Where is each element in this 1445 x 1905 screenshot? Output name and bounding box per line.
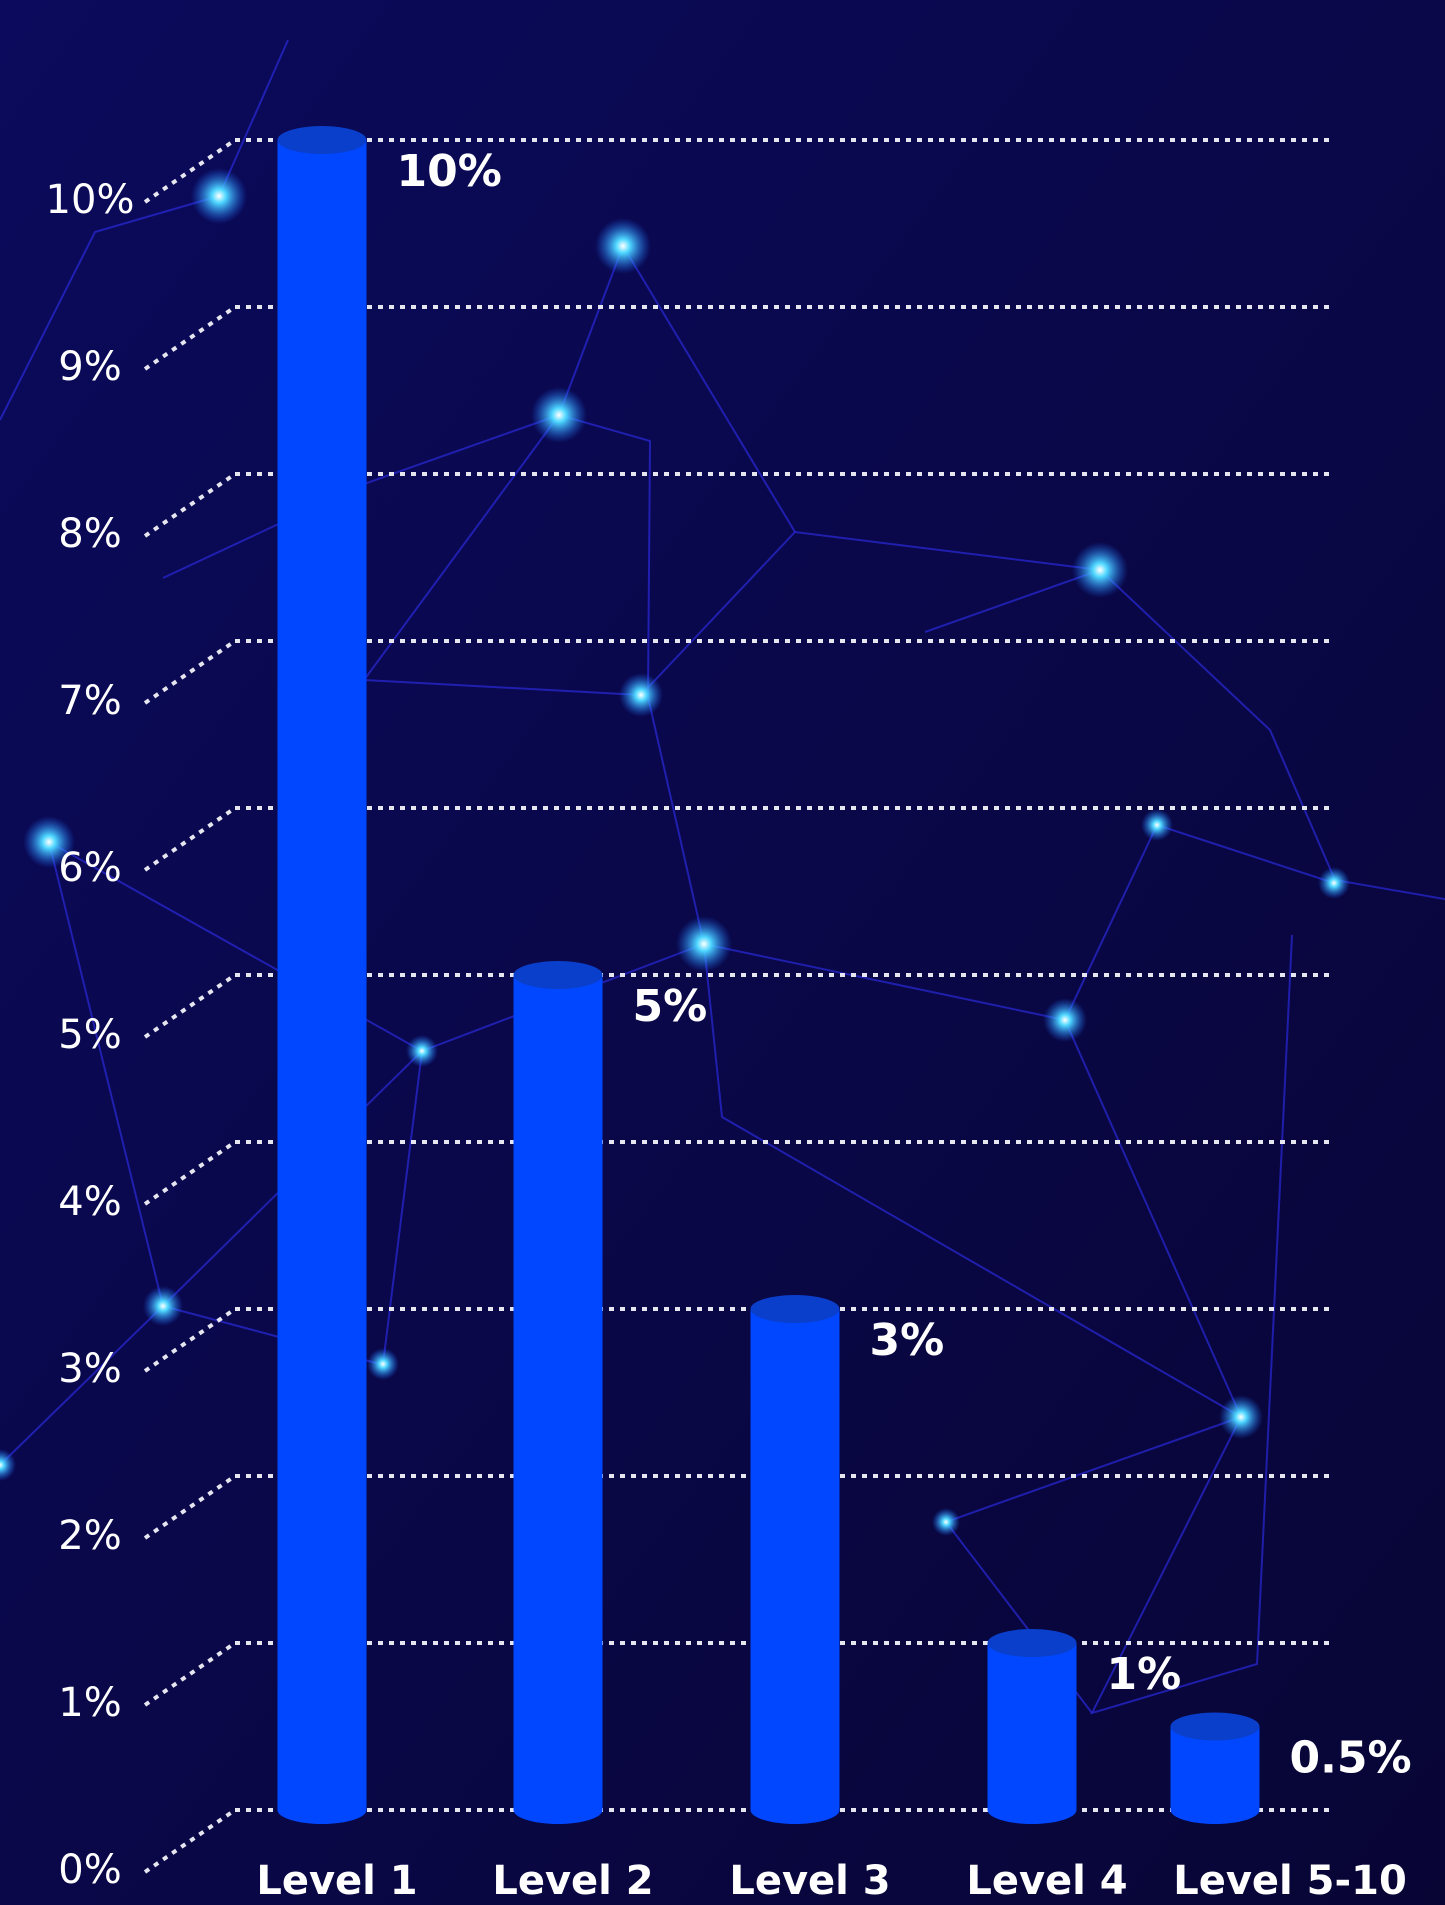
bar-top <box>987 1629 1077 1657</box>
y-tick-label: 7% <box>58 678 121 724</box>
x-tick-label: Level 1 <box>256 1858 417 1904</box>
grid-connector <box>143 1474 237 1540</box>
bar <box>277 140 367 1810</box>
y-tick-label: 10% <box>46 177 135 223</box>
bar <box>987 1643 1077 1810</box>
y-tick-label: 5% <box>58 1012 121 1058</box>
x-tick-label: Level 3 <box>729 1858 890 1904</box>
y-tick-label: 2% <box>58 1513 121 1559</box>
bar <box>513 975 603 1810</box>
y-tick-label: 0% <box>58 1847 121 1893</box>
bar-top <box>513 961 603 989</box>
grid-connector <box>143 138 237 204</box>
x-tick-label: Level 4 <box>966 1858 1127 1904</box>
value-label: 3% <box>870 1315 945 1366</box>
bar-top <box>277 126 367 154</box>
grid-connector <box>143 806 237 872</box>
value-label: 0.5% <box>1290 1733 1412 1784</box>
grid-connector <box>143 1808 237 1874</box>
value-label: 5% <box>633 981 708 1032</box>
grid-connector <box>143 1641 237 1707</box>
constellation <box>0 39 1445 1715</box>
grid-connector <box>143 305 237 371</box>
grid-connector <box>143 639 237 705</box>
grid-connector <box>143 1140 237 1206</box>
y-tick-label: 9% <box>58 344 121 390</box>
bar-top <box>1170 1712 1260 1741</box>
y-tick-label: 4% <box>58 1179 121 1225</box>
bar-top <box>750 1295 840 1323</box>
value-label: 1% <box>1107 1649 1182 1700</box>
y-tick-label: 3% <box>58 1346 121 1392</box>
value-label: 10% <box>397 146 502 197</box>
y-tick-label: 8% <box>58 511 121 557</box>
grid-connector <box>143 973 237 1039</box>
bar <box>750 1309 840 1810</box>
x-tick-label: Level 5-10 <box>1173 1858 1407 1904</box>
x-tick-label: Level 2 <box>492 1858 653 1904</box>
y-tick-label: 1% <box>58 1680 121 1726</box>
grid-connector <box>143 1307 237 1373</box>
grid-connector <box>143 472 237 538</box>
y-tick-label: 6% <box>58 845 121 891</box>
